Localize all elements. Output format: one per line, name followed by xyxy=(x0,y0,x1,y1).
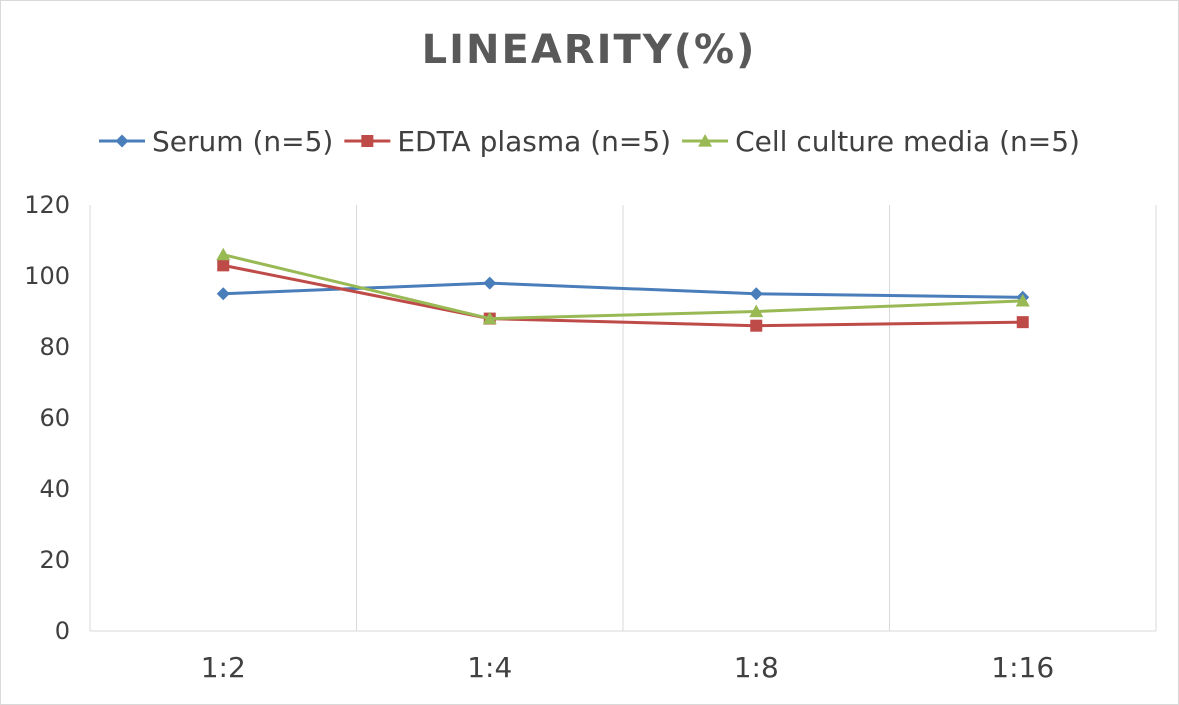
chart-title: LINEARITY(%) xyxy=(422,27,757,73)
y-axis: 0 20 40 60 80 100 120 xyxy=(24,191,70,645)
legend: Serum (n=5) EDTA plasma (n=5) Cell culture… xyxy=(99,125,1080,158)
y-tick-label: 100 xyxy=(24,262,70,290)
data-point xyxy=(750,319,763,332)
y-tick-label: 80 xyxy=(39,333,70,361)
x-tick-label: 1:16 xyxy=(991,651,1054,684)
data-point xyxy=(1016,316,1029,329)
legend-marker xyxy=(698,134,713,147)
y-tick-label: 20 xyxy=(39,546,70,574)
legend-label: EDTA plasma (n=5) xyxy=(397,125,671,158)
series-cell xyxy=(216,247,1030,325)
data-point xyxy=(483,276,497,290)
legend-item: Cell culture media (n=5) xyxy=(682,125,1080,158)
data-point xyxy=(217,259,230,272)
data-point xyxy=(216,287,230,301)
x-tick-label: 1:8 xyxy=(734,651,779,684)
series-group xyxy=(216,247,1030,332)
legend-item: EDTA plasma (n=5) xyxy=(344,125,671,158)
x-tick-label: 1:2 xyxy=(201,651,246,684)
series-line xyxy=(223,281,1023,299)
data-point xyxy=(216,247,231,261)
legend-label: Serum (n=5) xyxy=(152,125,333,158)
legend-marker xyxy=(115,134,129,148)
y-tick-label: 120 xyxy=(24,191,70,219)
x-axis: 1:2 1:4 1:8 1:16 xyxy=(201,651,1054,684)
data-point xyxy=(749,304,764,318)
series-line xyxy=(222,253,1023,321)
grid xyxy=(89,205,1157,632)
legend-item: Serum (n=5) xyxy=(99,125,333,158)
series-line xyxy=(222,263,1023,328)
x-tick-label: 1:4 xyxy=(467,651,512,684)
y-tick-label: 40 xyxy=(39,475,70,503)
data-point xyxy=(1015,293,1030,307)
y-tick-label: 0 xyxy=(55,617,70,645)
legend-marker xyxy=(361,135,374,147)
legend-label: Cell culture media (n=5) xyxy=(735,125,1080,158)
data-point xyxy=(749,287,763,301)
data-point xyxy=(482,311,497,325)
y-tick-label: 60 xyxy=(39,404,70,432)
